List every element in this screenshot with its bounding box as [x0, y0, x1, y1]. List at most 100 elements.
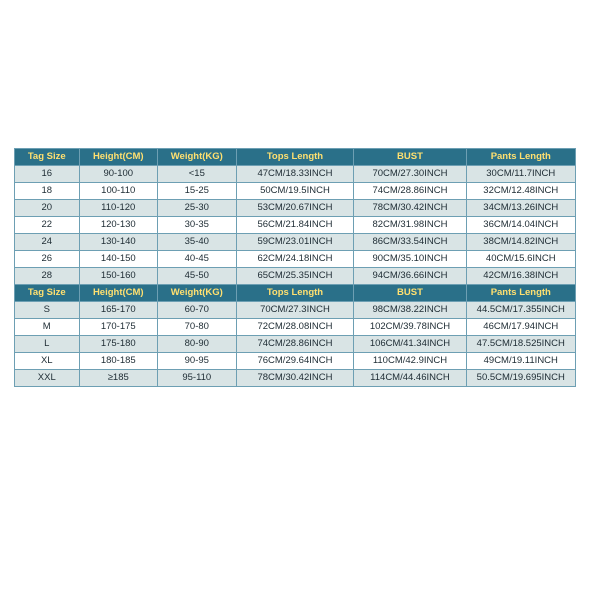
table-row: L175-18080-9074CM/28.86INCH106CM/41.34IN… — [15, 336, 576, 353]
cell-tops: 74CM/28.86INCH — [236, 336, 354, 353]
cell-bust: 70CM/27.30INCH — [354, 166, 466, 183]
cell-tops: 53CM/20.67INCH — [236, 200, 354, 217]
cell-height: 100-110 — [79, 183, 158, 200]
cell-weight: 15-25 — [158, 183, 237, 200]
cell-pants: 46CM/17.94INCH — [466, 319, 575, 336]
cell-bust: 86CM/33.54INCH — [354, 234, 466, 251]
cell-height: 110-120 — [79, 200, 158, 217]
cell-pants: 47.5CM/18.525INCH — [466, 336, 575, 353]
cell-tops: 59CM/23.01INCH — [236, 234, 354, 251]
cell-bust: 102CM/39.78INCH — [354, 319, 466, 336]
cell-pants: 32CM/12.48INCH — [466, 183, 575, 200]
cell-tops: 70CM/27.3INCH — [236, 302, 354, 319]
cell-height: 90-100 — [79, 166, 158, 183]
cell-bust: 114CM/44.46INCH — [354, 370, 466, 387]
cell-height: 130-140 — [79, 234, 158, 251]
cell-tag: 20 — [15, 200, 80, 217]
cell-height: 140-150 — [79, 251, 158, 268]
cell-pants: 30CM/11.7INCH — [466, 166, 575, 183]
cell-weight: <15 — [158, 166, 237, 183]
cell-tops: 47CM/18.33INCH — [236, 166, 354, 183]
cell-height: 180-185 — [79, 353, 158, 370]
cell-pants: 42CM/16.38INCH — [466, 268, 575, 285]
cell-height: 165-170 — [79, 302, 158, 319]
cell-pants: 36CM/14.04INCH — [466, 217, 575, 234]
table-row: XXL≥18595-11078CM/30.42INCH114CM/44.46IN… — [15, 370, 576, 387]
table-row: M170-17570-8072CM/28.08INCH102CM/39.78IN… — [15, 319, 576, 336]
cell-pants: 34CM/13.26INCH — [466, 200, 575, 217]
cell-weight: 60-70 — [158, 302, 237, 319]
table-row: S165-17060-7070CM/27.3INCH98CM/38.22INCH… — [15, 302, 576, 319]
cell-weight: 30-35 — [158, 217, 237, 234]
cell-tag: S — [15, 302, 80, 319]
cell-bust: 98CM/38.22INCH — [354, 302, 466, 319]
cell-height: 120-130 — [79, 217, 158, 234]
cell-bust: 94CM/36.66INCH — [354, 268, 466, 285]
cell-tops: 62CM/24.18INCH — [236, 251, 354, 268]
cell-pants: 44.5CM/17.355INCH — [466, 302, 575, 319]
cell-tag: 28 — [15, 268, 80, 285]
table-row: XL180-18590-9576CM/29.64INCH110CM/42.9IN… — [15, 353, 576, 370]
cell-pants: 40CM/15.6INCH — [466, 251, 575, 268]
cell-tag: M — [15, 319, 80, 336]
header-cell-pants: Pants Length — [466, 285, 575, 302]
size-chart-container: Tag SizeHeight(CM)Weight(KG)Tops LengthB… — [0, 0, 600, 387]
cell-tag: XXL — [15, 370, 80, 387]
cell-height: 170-175 — [79, 319, 158, 336]
header-cell-tops: Tops Length — [236, 149, 354, 166]
cell-weight: 70-80 — [158, 319, 237, 336]
size-chart-table: Tag SizeHeight(CM)Weight(KG)Tops LengthB… — [14, 148, 576, 387]
header-cell-bust: BUST — [354, 285, 466, 302]
cell-tops: 76CM/29.64INCH — [236, 353, 354, 370]
cell-tops: 50CM/19.5INCH — [236, 183, 354, 200]
cell-bust: 82CM/31.98INCH — [354, 217, 466, 234]
table-row: 1690-100<1547CM/18.33INCH70CM/27.30INCH3… — [15, 166, 576, 183]
cell-pants: 49CM/19.11INCH — [466, 353, 575, 370]
header-cell-height: Height(CM) — [79, 149, 158, 166]
cell-tag: 24 — [15, 234, 80, 251]
cell-bust: 74CM/28.86INCH — [354, 183, 466, 200]
header-cell-tops: Tops Length — [236, 285, 354, 302]
table-row: 24130-14035-4059CM/23.01INCH86CM/33.54IN… — [15, 234, 576, 251]
table-row: 18100-11015-2550CM/19.5INCH74CM/28.86INC… — [15, 183, 576, 200]
cell-bust: 78CM/30.42INCH — [354, 200, 466, 217]
header-row: Tag SizeHeight(CM)Weight(KG)Tops LengthB… — [15, 285, 576, 302]
cell-tops: 78CM/30.42INCH — [236, 370, 354, 387]
cell-tag: XL — [15, 353, 80, 370]
cell-height: 175-180 — [79, 336, 158, 353]
cell-tops: 56CM/21.84INCH — [236, 217, 354, 234]
table-row: 26140-15040-4562CM/24.18INCH90CM/35.10IN… — [15, 251, 576, 268]
header-cell-weight: Weight(KG) — [158, 149, 237, 166]
cell-weight: 45-50 — [158, 268, 237, 285]
cell-tag: 16 — [15, 166, 80, 183]
cell-weight: 35-40 — [158, 234, 237, 251]
header-cell-tag: Tag Size — [15, 285, 80, 302]
header-cell-weight: Weight(KG) — [158, 285, 237, 302]
table-row: 20110-12025-3053CM/20.67INCH78CM/30.42IN… — [15, 200, 576, 217]
table-row: 28150-16045-5065CM/25.35INCH94CM/36.66IN… — [15, 268, 576, 285]
cell-weight: 25-30 — [158, 200, 237, 217]
cell-weight: 40-45 — [158, 251, 237, 268]
cell-tops: 72CM/28.08INCH — [236, 319, 354, 336]
cell-height: ≥185 — [79, 370, 158, 387]
cell-tops: 65CM/25.35INCH — [236, 268, 354, 285]
header-cell-pants: Pants Length — [466, 149, 575, 166]
cell-tag: L — [15, 336, 80, 353]
cell-pants: 38CM/14.82INCH — [466, 234, 575, 251]
cell-tag: 18 — [15, 183, 80, 200]
header-cell-height: Height(CM) — [79, 285, 158, 302]
header-row: Tag SizeHeight(CM)Weight(KG)Tops LengthB… — [15, 149, 576, 166]
cell-bust: 90CM/35.10INCH — [354, 251, 466, 268]
header-cell-tag: Tag Size — [15, 149, 80, 166]
table-row: 22120-13030-3556CM/21.84INCH82CM/31.98IN… — [15, 217, 576, 234]
cell-pants: 50.5CM/19.695INCH — [466, 370, 575, 387]
cell-tag: 22 — [15, 217, 80, 234]
cell-weight: 90-95 — [158, 353, 237, 370]
cell-tag: 26 — [15, 251, 80, 268]
cell-bust: 110CM/42.9INCH — [354, 353, 466, 370]
cell-height: 150-160 — [79, 268, 158, 285]
cell-weight: 95-110 — [158, 370, 237, 387]
header-cell-bust: BUST — [354, 149, 466, 166]
cell-bust: 106CM/41.34INCH — [354, 336, 466, 353]
cell-weight: 80-90 — [158, 336, 237, 353]
